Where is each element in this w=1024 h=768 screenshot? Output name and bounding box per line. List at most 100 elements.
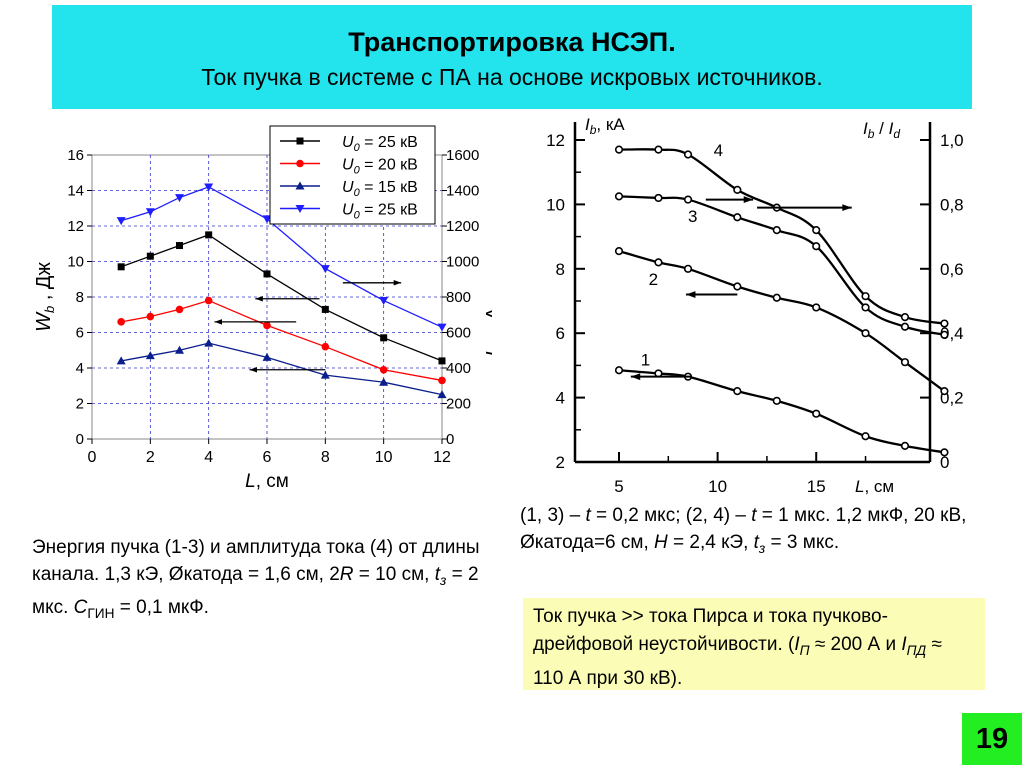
y-tick-label: 4 bbox=[76, 360, 84, 377]
y2-tick-label: 0,6 bbox=[940, 260, 964, 279]
x-axis-label-var: L bbox=[245, 471, 256, 492]
series-4-point bbox=[204, 183, 214, 192]
note-sub-2: ПД bbox=[906, 642, 927, 658]
series-3-point bbox=[145, 351, 155, 360]
caption-right-text-2: = 0,2 мкс; (2, 4) – bbox=[590, 505, 752, 526]
series-1-point bbox=[146, 252, 154, 260]
axis-arrow-head bbox=[686, 291, 696, 298]
series-3-point bbox=[379, 377, 389, 386]
caption-right-text-3: = 1 мкс. 1,2 мкФ, 20 кВ, Øкатода=6 см, bbox=[520, 505, 967, 553]
slide-title: Транспортировка НСЭП. bbox=[348, 27, 676, 57]
curve-2-point bbox=[900, 358, 910, 367]
series-1-point bbox=[263, 270, 271, 278]
curve-4-point bbox=[812, 226, 821, 235]
series-3-point bbox=[175, 345, 184, 354]
curve-2-point bbox=[772, 293, 781, 302]
y-axis-label-sub: b bbox=[42, 306, 57, 313]
y2-tick-label: 1200 bbox=[446, 218, 479, 235]
series-3-point bbox=[204, 338, 214, 347]
curve-4-point bbox=[900, 313, 910, 322]
series-1-point bbox=[380, 334, 388, 342]
series-3-line bbox=[121, 342, 443, 396]
y2-tick-label: 1400 bbox=[446, 183, 479, 200]
y-tick-label: 2 bbox=[556, 453, 565, 472]
axis-arrow-head bbox=[214, 319, 223, 325]
curve-3-point bbox=[733, 213, 742, 222]
curve-3-point bbox=[940, 330, 949, 339]
series-4-line bbox=[120, 186, 443, 328]
curve-1-point bbox=[614, 366, 624, 375]
y-tick-label: 8 bbox=[556, 260, 565, 279]
y-tick-label: 12 bbox=[546, 131, 565, 150]
y-tick-label: 4 bbox=[556, 389, 565, 408]
curve-3-point bbox=[861, 303, 870, 312]
caption-right-text-1: (1, 3) – bbox=[520, 505, 586, 526]
y2-axis-label-sub2: d bbox=[893, 127, 900, 141]
series-2-point bbox=[175, 305, 184, 314]
y2-tick-label: 200 bbox=[446, 396, 471, 413]
curve-1-point bbox=[733, 387, 742, 396]
curve-2-point bbox=[940, 387, 949, 396]
caption-left-sub-c: ГИН bbox=[87, 605, 115, 621]
y-tick-label: 0 bbox=[76, 431, 84, 448]
curve-4-point bbox=[614, 145, 624, 154]
caption-right-text-4: = 2,4 кЭ, bbox=[667, 532, 754, 553]
curve-2-point bbox=[683, 264, 693, 273]
x-tick-label: 15 bbox=[807, 477, 826, 496]
y2-axis-label: Ib2 , А bbox=[483, 306, 492, 357]
series-2-line bbox=[121, 299, 443, 382]
curve-4-point bbox=[940, 319, 949, 328]
series-3-point bbox=[320, 370, 330, 379]
x-tick-label: 2 bbox=[146, 449, 155, 466]
y2-axis-label-slash: / bbox=[874, 119, 888, 138]
axis-arrow-head bbox=[842, 204, 852, 212]
y-axis-label: Wb , Дж bbox=[33, 262, 57, 332]
legend-var: U bbox=[342, 202, 354, 219]
note-box: Ток пучка >> тока Пирса и тока пучково-д… bbox=[523, 598, 985, 690]
series-2-point bbox=[438, 376, 446, 385]
legend-sub: 0 bbox=[354, 187, 361, 199]
curve-2-line bbox=[618, 249, 946, 393]
curve-1-point bbox=[812, 409, 821, 418]
caption-left-text-4: = 0,1 мкФ. bbox=[114, 596, 209, 618]
y-axis-label-unit: , кА bbox=[596, 115, 625, 134]
curve-3-point bbox=[683, 195, 693, 204]
curve-3-point bbox=[772, 226, 781, 235]
curve-label-1: 1 bbox=[641, 350, 650, 369]
x-axis-label-unit: , см bbox=[256, 471, 289, 492]
curve-1-point bbox=[940, 448, 949, 457]
y2-tick-label: 0 bbox=[446, 431, 454, 448]
series-4-point bbox=[145, 208, 155, 217]
legend-var: U bbox=[342, 134, 354, 151]
y-tick-label: 2 bbox=[76, 396, 84, 413]
x-tick-label: 10 bbox=[375, 449, 393, 466]
y-axis-label-var: W bbox=[33, 311, 55, 332]
series-1-point bbox=[176, 242, 183, 250]
caption-left-var-c: C bbox=[73, 596, 88, 618]
note-text-2: ≈ 200 А и bbox=[809, 634, 902, 655]
curve-label-4: 4 bbox=[714, 141, 723, 160]
series-1-point bbox=[205, 231, 213, 239]
y2-axis-label-sub: b bbox=[868, 127, 875, 141]
y2-tick-label: 1,0 bbox=[940, 131, 964, 150]
series-1-line bbox=[120, 234, 443, 362]
curve-2-point bbox=[654, 258, 663, 267]
left-chart-caption: Энергия пучка (1-3) и амплитуда тока (4)… bbox=[32, 534, 502, 627]
y-tick-label: 6 bbox=[76, 325, 84, 342]
x-tick-label: 8 bbox=[321, 449, 330, 466]
caption-left-text-3: = 2 мкс. bbox=[32, 564, 479, 618]
x-axis-label-var: L bbox=[855, 477, 864, 496]
x-tick-label: 0 bbox=[88, 449, 97, 466]
legend-text: = 25 кВ bbox=[360, 134, 418, 151]
x-axis-label: L, см bbox=[245, 471, 289, 492]
note-var-1: I bbox=[794, 634, 800, 655]
curve-label-2: 2 bbox=[649, 270, 658, 289]
caption-right-var-t1: t bbox=[585, 505, 591, 526]
curve-4-point bbox=[861, 292, 870, 301]
caption-left-var-t: t bbox=[434, 564, 440, 585]
x-tick-label: 10 bbox=[708, 477, 727, 496]
y2-tick-label: 400 bbox=[446, 360, 471, 377]
axis-arrow-head bbox=[255, 296, 263, 302]
series-1-point bbox=[117, 263, 125, 271]
